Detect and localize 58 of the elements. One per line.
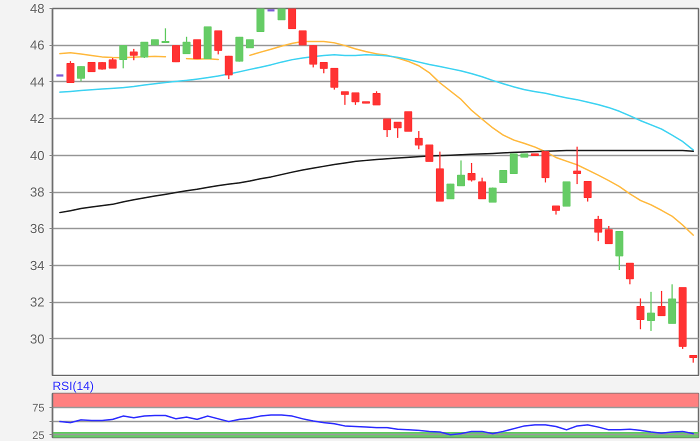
candlestick (510, 153, 518, 174)
candlestick (584, 180, 592, 202)
candlestick (394, 122, 402, 139)
line-series (59, 414, 694, 436)
candlestick (193, 39, 202, 60)
candlestick (658, 290, 666, 316)
candlestick (446, 183, 454, 200)
candlestick (499, 170, 508, 183)
candlestick (224, 55, 233, 80)
candlestick (256, 8, 264, 32)
candlestick (457, 160, 465, 186)
candlestick (140, 42, 148, 59)
candlestick (647, 291, 655, 332)
candlestick (414, 130, 423, 150)
candlestick (404, 111, 412, 132)
y-tick-label: 30 (30, 331, 45, 346)
candlestick (468, 162, 476, 182)
y-tick-label: 32 (30, 294, 45, 310)
candlestick (636, 298, 644, 330)
candlestick (108, 57, 117, 69)
candlestick (488, 186, 497, 203)
candlestick (130, 48, 138, 61)
candlestick (425, 144, 434, 162)
candlestick (372, 90, 381, 106)
y-tick-label: 34 (30, 258, 45, 273)
y-tick-label: 48 (30, 1, 45, 16)
candlestick (351, 92, 360, 106)
chart-title: RSI(14) (52, 379, 94, 393)
y-tick-label: 25 (32, 430, 45, 441)
candlestick (594, 215, 602, 242)
y-tick-label: 75 (32, 402, 45, 414)
candlestick (288, 8, 296, 30)
candlestick (383, 118, 392, 138)
y-tick-label: 36 (30, 221, 45, 236)
candlestick (298, 30, 307, 46)
candlestick (626, 262, 634, 285)
line-series (59, 150, 694, 214)
y-tick-label: 40 (30, 148, 45, 163)
candlestick (604, 225, 613, 244)
candlestick (77, 66, 85, 82)
candlestick (340, 91, 349, 106)
candlestick (478, 177, 486, 200)
y-tick-label: 38 (30, 184, 45, 200)
candlestick (119, 44, 128, 69)
candlestick (214, 30, 222, 56)
candlestick (330, 68, 338, 90)
candlestick (161, 28, 170, 44)
candlestick (309, 44, 318, 68)
candlestick (573, 146, 582, 185)
candlestick (88, 62, 96, 72)
y-tick-label: 44 (30, 74, 45, 90)
candlestick (66, 60, 74, 84)
y-tick-label: 46 (30, 38, 45, 53)
candlestick (172, 44, 180, 63)
y-tick-label: 42 (30, 111, 45, 126)
candlestick (320, 62, 328, 74)
candlestick (182, 36, 191, 54)
candlestick (278, 8, 286, 20)
